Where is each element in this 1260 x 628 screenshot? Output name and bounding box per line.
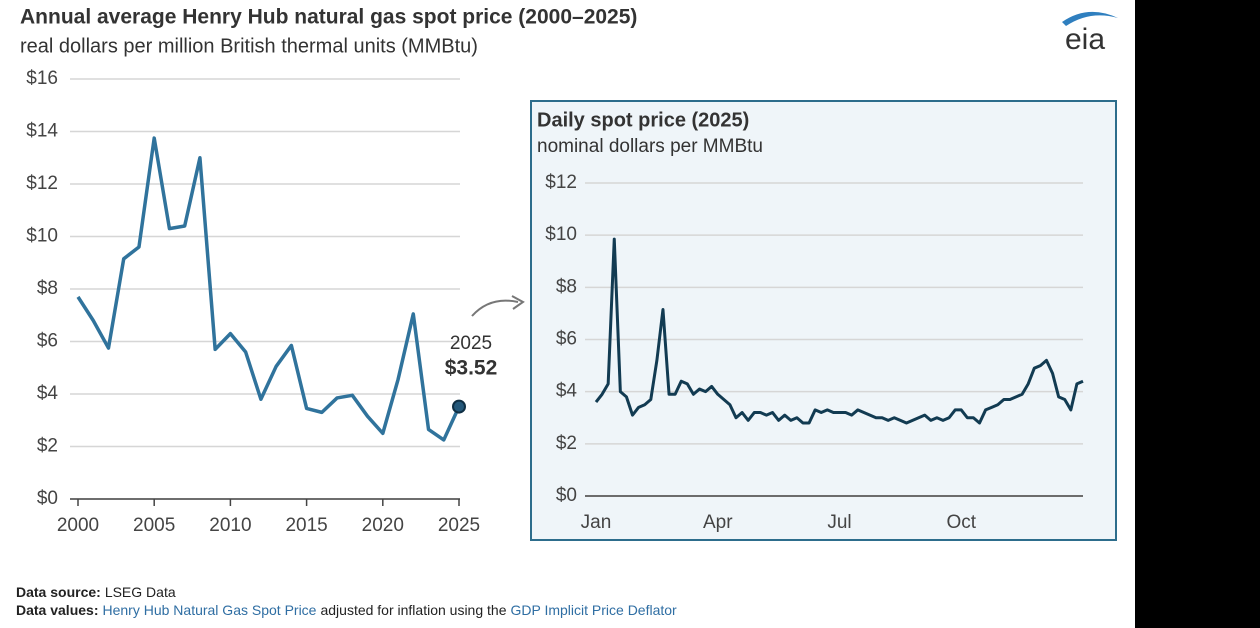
value-label: $3.52	[445, 357, 498, 380]
chart-subtitle: real dollars per million British thermal…	[20, 35, 478, 57]
logo-arc	[1062, 11, 1118, 26]
y-tick-label: $8	[556, 276, 577, 297]
annotation: 2025	[450, 333, 492, 354]
y-tick-label: $12	[545, 172, 577, 193]
chart-title: Annual average Henry Hub natural gas spo…	[20, 6, 637, 29]
y-tick-label: $4	[37, 383, 59, 404]
arrow	[471, 299, 519, 317]
inset-subtitle: nominal dollars per MMBtu	[537, 136, 763, 157]
y-tick-label: $6	[556, 329, 577, 350]
logo: eia	[1065, 23, 1105, 56]
y-tick-label: $0	[556, 485, 577, 506]
footer-source: Data source: LSEG Data	[16, 583, 681, 601]
inset-title: Daily spot price (2025)	[537, 109, 749, 131]
highlight-point	[452, 399, 466, 414]
x-tick-label: 2000	[57, 515, 99, 536]
x-tick-label: 2005	[133, 515, 175, 536]
footer: Data source: LSEG Data Data values: Henry …	[16, 583, 681, 619]
y-tick-label: $10	[26, 226, 58, 247]
footer-label: Data values:	[16, 602, 99, 618]
y-tick-label: $6	[37, 331, 58, 352]
y-tick-label: $2	[37, 436, 58, 457]
footer-values: Data values: Henry Hub Natural Gas Spot P…	[16, 601, 681, 619]
y-tick-label: $2	[556, 433, 577, 454]
inset-panel	[530, 100, 1117, 541]
x-tick-label: 2015	[285, 515, 327, 536]
y-tick-label: $4	[556, 381, 578, 402]
line	[594, 237, 1084, 425]
y-tick-label: $0	[37, 488, 58, 509]
line	[76, 136, 461, 442]
link[interactable]: GDP Implicit Price Deflator	[510, 602, 677, 618]
link[interactable]: Henry Hub Natural Gas Spot Price	[102, 602, 317, 618]
y-tick-label: $16	[26, 68, 58, 89]
x-tick-label: Jul	[827, 512, 851, 533]
x-tick-label: 2020	[362, 515, 404, 536]
footer-label: Data source:	[16, 584, 101, 600]
y-tick-label: $12	[26, 173, 58, 194]
y-tick-label: $14	[26, 121, 58, 142]
footer-text: LSEG Data	[104, 584, 176, 600]
x-tick-label: 2025	[438, 515, 480, 536]
x-tick-label: 2010	[209, 515, 251, 536]
x-tick-label: Oct	[946, 512, 976, 533]
x-tick-label: Jan	[581, 512, 612, 533]
y-tick-label: $8	[37, 278, 58, 299]
y-tick-label: $10	[545, 224, 577, 245]
black-margin	[1135, 0, 1260, 628]
arrow-head	[511, 295, 525, 310]
x-tick-label: Apr	[703, 512, 733, 533]
footer-text: adjusted for inflation using the	[320, 602, 507, 618]
